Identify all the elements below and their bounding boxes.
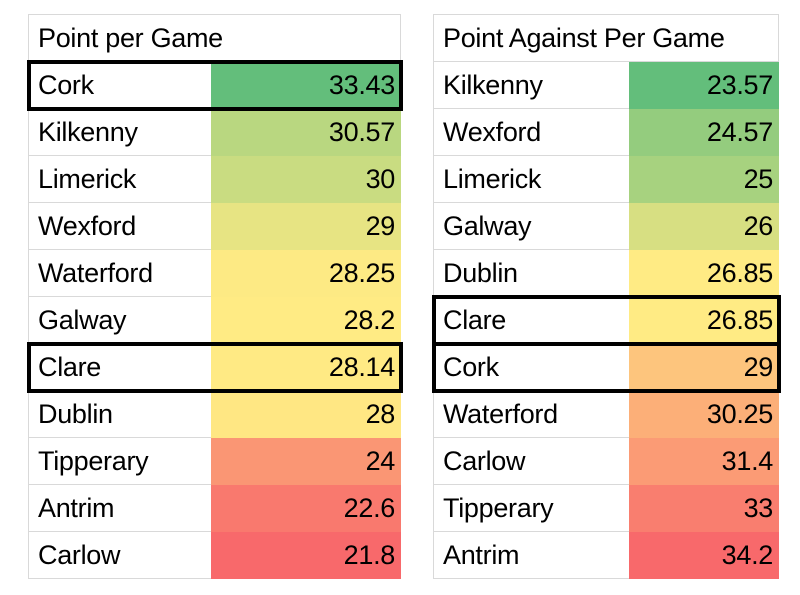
table-row: Wexford 24.57 — [434, 109, 779, 156]
team-cell[interactable]: Clare — [434, 297, 629, 344]
team-cell[interactable]: Galway — [434, 203, 629, 250]
team-cell[interactable]: Tipperary — [434, 485, 629, 532]
table-row: Carlow 31.4 — [434, 438, 779, 485]
value-cell[interactable]: 33 — [629, 485, 779, 532]
table-row: Carlow 21.8 — [29, 532, 401, 579]
value-cell[interactable]: 23.57 — [629, 62, 779, 109]
table-row: Dublin 28 — [29, 391, 401, 438]
value-cell[interactable]: 30.57 — [211, 109, 401, 156]
table-row: Wexford 29 — [29, 203, 401, 250]
value-cell[interactable]: 21.8 — [211, 532, 401, 579]
table-title[interactable]: Point Against Per Game — [434, 15, 779, 62]
team-cell[interactable]: Antrim — [434, 532, 629, 579]
table-row-highlighted: Clare 26.85 — [432, 295, 781, 346]
table-title[interactable]: Point per Game — [29, 15, 401, 62]
value-cell[interactable]: 22.6 — [211, 485, 401, 532]
team-cell[interactable]: Limerick — [434, 156, 629, 203]
value-cell[interactable]: 28 — [211, 391, 401, 438]
points-per-game-table: Point per Game Cork 33.43 Kilkenny 30.57 Lim… — [27, 14, 403, 579]
table-row: Waterford 30.25 — [434, 391, 779, 438]
team-cell[interactable]: Waterford — [434, 391, 629, 438]
value-cell[interactable]: 25 — [629, 156, 779, 203]
value-cell[interactable]: 24 — [211, 438, 401, 485]
value-cell[interactable]: 28.25 — [211, 250, 401, 297]
table-row-highlighted: Cork 29 — [432, 342, 781, 393]
value-cell[interactable]: 29 — [211, 203, 401, 250]
value-cell[interactable]: 30 — [211, 156, 401, 203]
table-row-highlighted: Cork 33.43 — [27, 60, 403, 111]
value-cell[interactable]: 26.85 — [629, 297, 779, 344]
team-cell[interactable]: Limerick — [29, 156, 211, 203]
team-cell[interactable]: Kilkenny — [29, 109, 211, 156]
table-row: Kilkenny 23.57 — [434, 62, 779, 109]
team-cell[interactable]: Cork — [29, 62, 211, 109]
team-cell[interactable]: Cork — [434, 344, 629, 391]
value-cell[interactable]: 29 — [629, 344, 779, 391]
team-cell[interactable]: Kilkenny — [434, 62, 629, 109]
table-row: Dublin 26.85 — [434, 250, 779, 297]
table-row: Galway 26 — [434, 203, 779, 250]
team-cell[interactable]: Carlow — [434, 438, 629, 485]
value-cell[interactable]: 24.57 — [629, 109, 779, 156]
team-cell[interactable]: Dublin — [29, 391, 211, 438]
table-row: Limerick 30 — [29, 156, 401, 203]
value-cell[interactable]: 26 — [629, 203, 779, 250]
team-cell[interactable]: Dublin — [434, 250, 629, 297]
value-cell[interactable]: 33.43 — [211, 62, 401, 109]
value-cell[interactable]: 28.2 — [211, 297, 401, 344]
value-cell[interactable]: 26.85 — [629, 250, 779, 297]
table-row: Waterford 28.25 — [29, 250, 401, 297]
table-row: Tipperary 33 — [434, 485, 779, 532]
team-cell[interactable]: Waterford — [29, 250, 211, 297]
team-cell[interactable]: Carlow — [29, 532, 211, 579]
table-row-highlighted: Clare 28.14 — [27, 342, 403, 393]
value-cell[interactable]: 28.14 — [211, 344, 401, 391]
table-row: Tipperary 24 — [29, 438, 401, 485]
team-cell[interactable]: Wexford — [29, 203, 211, 250]
value-cell[interactable]: 30.25 — [629, 391, 779, 438]
value-cell[interactable]: 34.2 — [629, 532, 779, 579]
team-cell[interactable]: Wexford — [434, 109, 629, 156]
table-row: Antrim 22.6 — [29, 485, 401, 532]
value-cell[interactable]: 31.4 — [629, 438, 779, 485]
points-against-per-game-table: Point Against Per Game Kilkenny 23.57 Wexf… — [432, 14, 781, 579]
table-row: Limerick 25 — [434, 156, 779, 203]
team-cell[interactable]: Galway — [29, 297, 211, 344]
table-row: Galway 28.2 — [29, 297, 401, 344]
team-cell[interactable]: Tipperary — [29, 438, 211, 485]
team-cell[interactable]: Antrim — [29, 485, 211, 532]
team-cell[interactable]: Clare — [29, 344, 211, 391]
table-row: Kilkenny 30.57 — [29, 109, 401, 156]
table-row: Antrim 34.2 — [434, 532, 779, 579]
